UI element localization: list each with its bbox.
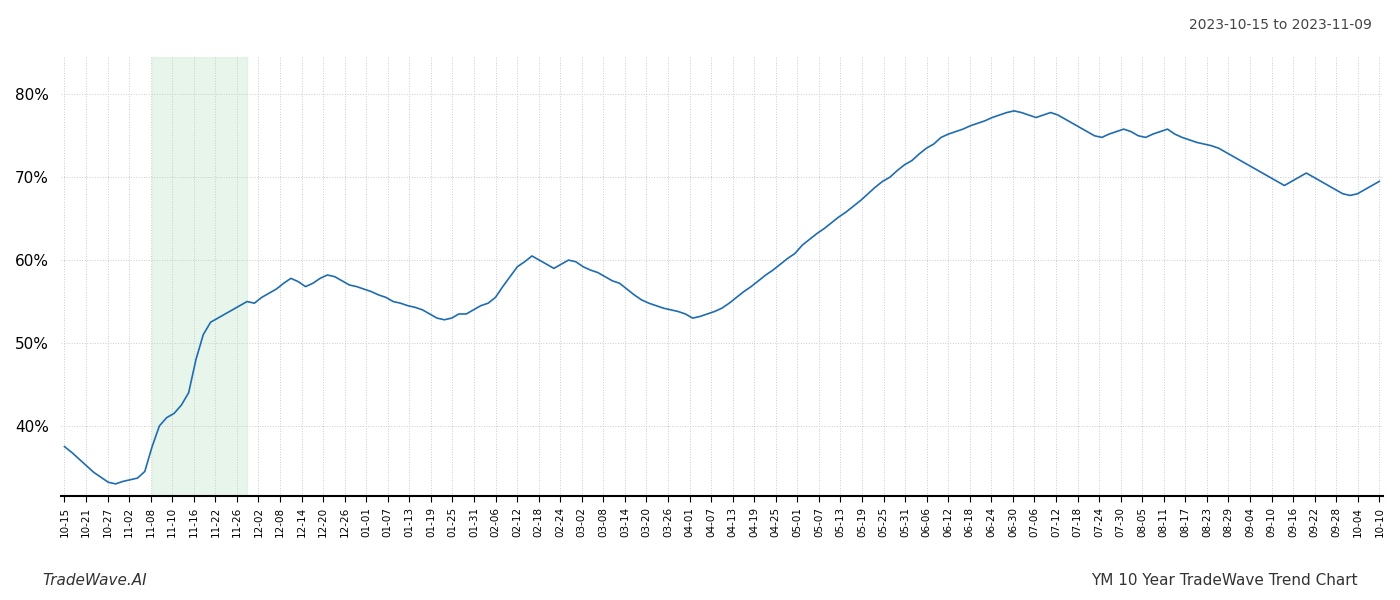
Bar <box>153 57 246 496</box>
Text: YM 10 Year TradeWave Trend Chart: YM 10 Year TradeWave Trend Chart <box>1092 573 1358 588</box>
Text: 2023-10-15 to 2023-11-09: 2023-10-15 to 2023-11-09 <box>1189 18 1372 32</box>
Text: TradeWave.AI: TradeWave.AI <box>42 573 147 588</box>
